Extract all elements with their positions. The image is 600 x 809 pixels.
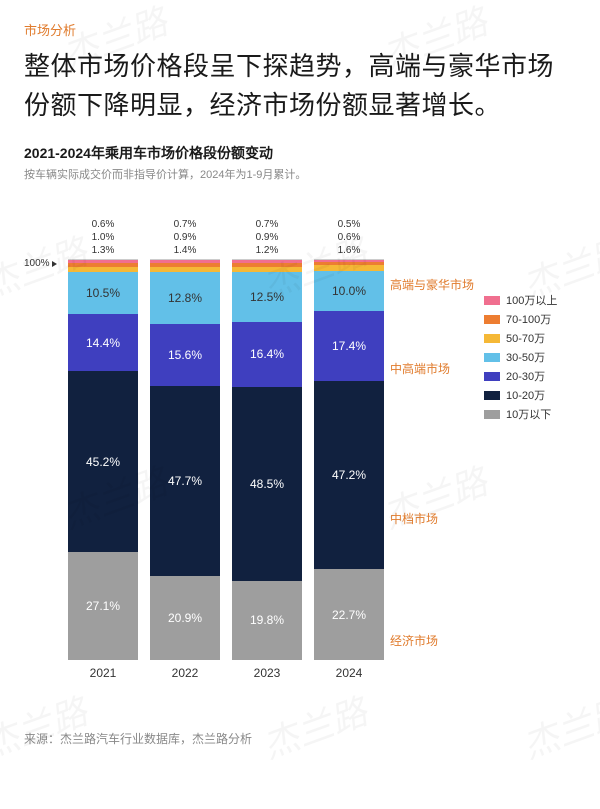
bar-segment-20_30: 16.4% [232,322,302,388]
bar-segment-20_30: 15.6% [150,324,220,386]
bar-segment-lt10: 20.9% [150,576,220,659]
segment-label: 中档市场 [390,510,438,527]
bar-top-label: 0.9% [256,231,279,244]
legend-item: 70-100万 [484,311,557,327]
bar-segment-10_20: 45.2% [68,371,138,551]
x-axis-label: 2024 [336,660,363,680]
legend-label: 10万以下 [506,406,551,422]
legend-swatch [484,315,500,324]
bar-segment-20_30: 17.4% [314,311,384,381]
legend-swatch [484,372,500,381]
bar-segment-10_20: 47.2% [314,381,384,570]
bar-top-labels: 0.6%1.0%1.3% [92,200,115,259]
bar-column: 0.7%0.9%1.2%12.5%16.4%48.5%19.8%2023 [232,200,302,680]
bar-stack: 12.5%16.4%48.5%19.8% [232,259,302,660]
bar-top-label: 0.6% [338,231,361,244]
legend-item: 100万以上 [484,292,557,308]
bar-column: 0.7%0.9%1.4%12.8%15.6%47.7%20.9%2022 [150,200,220,680]
legend-item: 20-30万 [484,368,557,384]
bar-top-label: 0.7% [256,218,279,231]
bar-segment-lt10: 27.1% [68,552,138,660]
legend-swatch [484,410,500,419]
bar-top-label: 1.0% [92,231,115,244]
bar-top-label: 1.3% [92,244,115,257]
segment-label: 中高端市场 [390,360,450,377]
bar-segment-30_50: 10.5% [68,272,138,314]
legend-label: 10-20万 [506,387,545,403]
bar-column: 0.5%0.6%1.6%10.0%17.4%47.2%22.7%2024 [314,200,384,680]
legend-swatch [484,353,500,362]
legend-item: 30-50万 [484,349,557,365]
legend-swatch [484,391,500,400]
stacked-bars: 0.6%1.0%1.3%10.5%14.4%45.2%27.1%20210.7%… [68,200,384,680]
legend-swatch [484,334,500,343]
legend-label: 50-70万 [506,330,545,346]
legend-swatch [484,296,500,305]
bar-segment-30_50: 10.0% [314,271,384,311]
bar-segment-10_20: 47.7% [150,386,220,577]
legend-label: 70-100万 [506,311,551,327]
bar-top-labels: 0.5%0.6%1.6% [338,200,361,259]
legend: 100万以上 70-100万 50-70万 30-50万 20-30万 10-20万 10万… [484,292,557,422]
bar-segment-30_50: 12.5% [232,272,302,322]
chart-bars-area: 100% 0.6%1.0%1.3%10.5%14.4%45.2%27.1%202… [24,200,384,720]
bar-segment-lt10: 22.7% [314,569,384,660]
chart-note: 按车辆实际成交价而非指导价计算，2024年为1-9月累计。 [24,166,576,182]
bar-top-label: 1.4% [174,244,197,257]
chart-source: 来源：杰兰路汽车行业数据库，杰兰路分析 [24,720,576,747]
page-headline: 整体市场价格段呈下探趋势，高端与豪华市场份额下降明显，经济市场份额显著增长。 [24,47,576,125]
bar-top-labels: 0.7%0.9%1.4% [174,200,197,259]
bar-top-label: 0.6% [92,218,115,231]
bar-top-labels: 0.7%0.9%1.2% [256,200,279,259]
x-axis-label: 2023 [254,660,281,680]
category-label: 市场分析 [24,20,576,39]
y-axis-100-label: 100% [24,258,57,269]
legend-item: 10-20万 [484,387,557,403]
x-axis-label: 2022 [172,660,199,680]
bar-column: 0.6%1.0%1.3%10.5%14.4%45.2%27.1%2021 [68,200,138,680]
bar-segment-lt10: 19.8% [232,581,302,660]
legend-label: 20-30万 [506,368,545,384]
bar-top-label: 1.6% [338,244,361,257]
segment-label: 高端与豪华市场 [390,276,474,293]
bar-segment-20_30: 14.4% [68,314,138,371]
bar-stack: 12.8%15.6%47.7%20.9% [150,259,220,660]
legend-item: 50-70万 [484,330,557,346]
bar-top-label: 0.9% [174,231,197,244]
x-axis-label: 2021 [90,660,117,680]
bar-top-label: 1.2% [256,244,279,257]
bar-top-label: 0.5% [338,218,361,231]
bar-top-label: 0.7% [174,218,197,231]
chart-title: 2021-2024年乘用车市场价格段份额变动 [24,143,576,163]
bar-segment-30_50: 12.8% [150,272,220,323]
segment-label: 经济市场 [390,632,438,649]
chart-container: 100% 0.6%1.0%1.3%10.5%14.4%45.2%27.1%202… [24,200,576,720]
legend-label: 100万以上 [506,292,557,308]
legend-label: 30-50万 [506,349,545,365]
bar-stack: 10.0%17.4%47.2%22.7% [314,259,384,660]
bar-segment-10_20: 48.5% [232,387,302,581]
legend-item: 10万以下 [484,406,557,422]
bar-stack: 10.5%14.4%45.2%27.1% [68,259,138,660]
